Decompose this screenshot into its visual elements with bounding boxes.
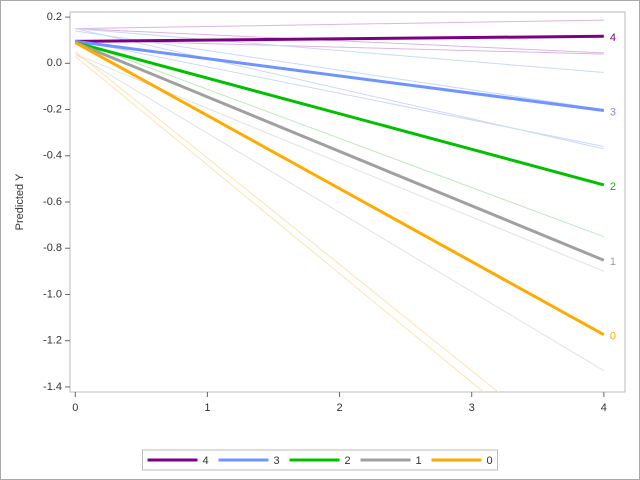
- y-tick-label: -0.2: [43, 103, 62, 115]
- legend-label: 3: [274, 455, 280, 467]
- end-label: 1: [610, 256, 616, 268]
- legend-label: 4: [203, 455, 209, 467]
- y-axis-label: Predicted Y: [14, 173, 26, 230]
- y-tick-label: 0.0: [47, 57, 62, 69]
- series-line: [74, 41, 605, 262]
- faint-line: [75, 28, 604, 74]
- faint-line: [74, 51, 499, 392]
- faint-line: [75, 53, 605, 372]
- x-tick-label: 3: [469, 402, 475, 414]
- y-tick-label: -0.8: [43, 242, 62, 254]
- x-tick-label: 2: [337, 402, 343, 414]
- y-tick-label: -0.4: [43, 150, 62, 162]
- faint-line: [75, 39, 604, 55]
- x-tick-label: 4: [601, 402, 607, 414]
- series-line: [75, 39, 605, 112]
- end-label: 2: [610, 181, 616, 193]
- y-tick-label: -0.6: [43, 196, 62, 208]
- faint-line: [75, 28, 604, 54]
- legend-label: 1: [416, 455, 422, 467]
- y-tick-label: -1.4: [43, 381, 62, 393]
- series-line: [74, 41, 605, 336]
- y-tick-label: -1.2: [43, 335, 62, 347]
- series-line: [74, 41, 605, 187]
- end-label: 4: [610, 32, 616, 44]
- faint-line: [74, 55, 485, 392]
- x-tick-label: 1: [204, 402, 210, 414]
- series-line: [75, 34, 604, 43]
- end-label: 3: [610, 106, 616, 118]
- y-tick-label: -1.0: [43, 288, 62, 300]
- x-tick-label: 0: [72, 402, 78, 414]
- legend-label: 2: [345, 455, 351, 467]
- faint-line: [75, 39, 605, 238]
- plot-lines: [74, 19, 605, 392]
- faint-line: [75, 19, 604, 30]
- faint-line: [75, 30, 604, 111]
- legend-label: 0: [487, 455, 493, 467]
- end-label: 0: [610, 331, 616, 343]
- legend-box: [142, 449, 498, 471]
- faint-line: [75, 39, 604, 148]
- y-tick-label: 0.2: [47, 11, 62, 23]
